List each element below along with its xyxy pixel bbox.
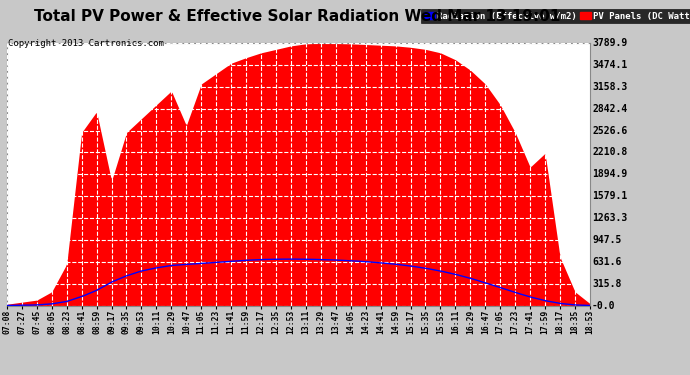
- Text: 2210.8: 2210.8: [592, 147, 627, 158]
- Text: -0.0: -0.0: [592, 301, 615, 310]
- Text: 947.5: 947.5: [592, 235, 622, 245]
- Text: 1263.3: 1263.3: [592, 213, 627, 223]
- Text: 315.8: 315.8: [592, 279, 622, 289]
- Text: 631.6: 631.6: [592, 257, 622, 267]
- Text: Copyright 2013 Cartronics.com: Copyright 2013 Cartronics.com: [8, 39, 164, 48]
- Text: 1579.1: 1579.1: [592, 191, 627, 201]
- Text: 3474.1: 3474.1: [592, 60, 627, 70]
- Text: 2526.6: 2526.6: [592, 126, 627, 136]
- Text: 2842.4: 2842.4: [592, 104, 627, 114]
- Text: 3158.3: 3158.3: [592, 82, 627, 92]
- Text: 3789.9: 3789.9: [592, 38, 627, 48]
- Legend: Radiation (Effective w/m2), PV Panels (DC Watts): Radiation (Effective w/m2), PV Panels (D…: [421, 9, 690, 23]
- Text: 1894.9: 1894.9: [592, 170, 627, 179]
- Text: Total PV Power & Effective Solar Radiation Wed Mar 13 19:01: Total PV Power & Effective Solar Radiati…: [34, 9, 560, 24]
